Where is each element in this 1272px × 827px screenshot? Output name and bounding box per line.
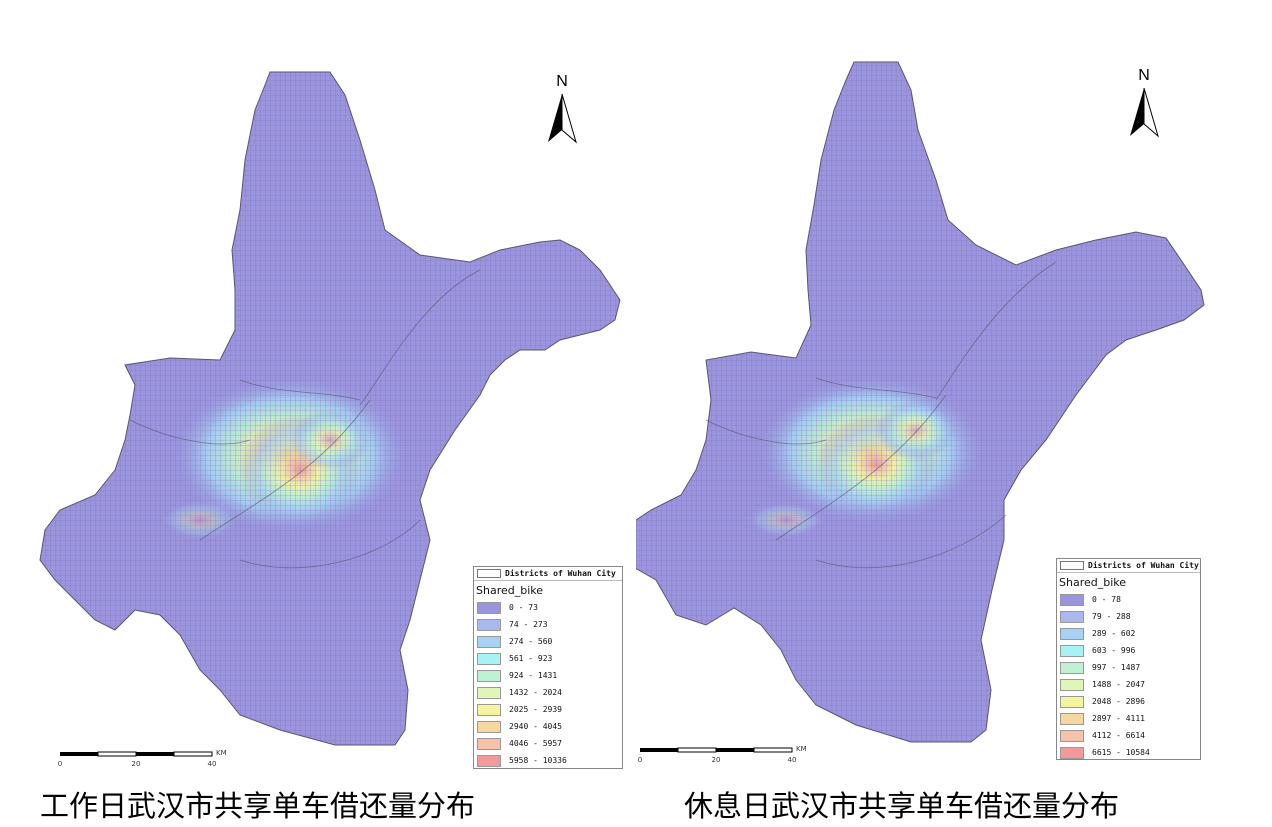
boundary-swatch bbox=[1060, 561, 1084, 570]
north-arrow-icon: N bbox=[1126, 66, 1162, 142]
legend-label: 289 - 602 bbox=[1092, 629, 1136, 638]
legend-label: 0 - 78 bbox=[1092, 595, 1121, 604]
legend-items: 0 - 73 74 - 273 274 - 560 561 - 923 924 - 14… bbox=[474, 599, 622, 769]
scale-tick-0: 0 bbox=[638, 756, 642, 764]
legend-boundary-row: Districts of Wuhan City bbox=[1057, 559, 1200, 573]
legend-label: 6615 - 10584 bbox=[1092, 748, 1150, 757]
legend-swatch bbox=[1060, 610, 1084, 623]
legend-item: 1432 - 2024 bbox=[474, 684, 622, 701]
legend-item: 74 - 273 bbox=[474, 616, 622, 633]
legend-label: 1432 - 2024 bbox=[509, 688, 562, 697]
legend-item: 603 - 996 bbox=[1057, 642, 1200, 659]
scale-tick-40: 40 bbox=[788, 756, 797, 764]
scale-tick-20: 20 bbox=[132, 760, 141, 768]
legend-label: 603 - 996 bbox=[1092, 646, 1136, 655]
legend-item: 4112 - 6614 bbox=[1057, 727, 1200, 744]
legend-item: 79 - 288 bbox=[1057, 608, 1200, 625]
boundary-swatch bbox=[477, 569, 501, 578]
legend-item: 997 - 1487 bbox=[1057, 659, 1200, 676]
legend-swatch bbox=[477, 601, 501, 614]
legend-items: 0 - 78 79 - 288 289 - 602 603 - 996 997 - 14… bbox=[1057, 591, 1200, 761]
legend-swatch bbox=[477, 618, 501, 631]
legend-swatch bbox=[1060, 593, 1084, 606]
legend-label: 561 - 923 bbox=[509, 654, 553, 663]
legend-item: 561 - 923 bbox=[474, 650, 622, 667]
legend-label: 1488 - 2047 bbox=[1092, 680, 1145, 689]
legend-swatch bbox=[477, 635, 501, 648]
scale-unit: KM bbox=[216, 749, 227, 757]
legend-swatch bbox=[1060, 627, 1084, 640]
legend-item: 924 - 1431 bbox=[474, 667, 622, 684]
north-arrow-icon: N bbox=[544, 72, 580, 148]
legend-swatch bbox=[477, 703, 501, 716]
weekend-map-panel: N 0 20 40 KM Districts of Wuhan City Sha… bbox=[636, 0, 1272, 827]
legend-item: 1488 - 2047 bbox=[1057, 676, 1200, 693]
legend-label: 74 - 273 bbox=[509, 620, 548, 629]
legend-swatch bbox=[477, 754, 501, 767]
legend-swatch bbox=[1060, 661, 1084, 674]
scale-bar: 0 20 40 KM bbox=[638, 744, 818, 774]
legend: Districts of Wuhan City Shared_bike 0 - … bbox=[1056, 558, 1201, 760]
legend-swatch bbox=[477, 669, 501, 682]
north-label: N bbox=[1138, 67, 1150, 84]
legend-item: 2940 - 4045 bbox=[474, 718, 622, 735]
legend-label: 4112 - 6614 bbox=[1092, 731, 1145, 740]
legend-label: 2940 - 4045 bbox=[509, 722, 562, 731]
legend-swatch bbox=[1060, 695, 1084, 708]
scale-unit: KM bbox=[796, 745, 807, 753]
scale-tick-0: 0 bbox=[58, 760, 62, 768]
legend-item: 5958 - 10336 bbox=[474, 752, 622, 769]
legend-swatch bbox=[1060, 644, 1084, 657]
boundary-label: Districts of Wuhan City bbox=[505, 569, 616, 578]
legend-label: 79 - 288 bbox=[1092, 612, 1131, 621]
weekday-caption: 工作日武汉市共享单车借还量分布 bbox=[40, 789, 476, 823]
legend-item: 6615 - 10584 bbox=[1057, 744, 1200, 761]
legend-label: 997 - 1487 bbox=[1092, 663, 1141, 672]
legend-label: 274 - 560 bbox=[509, 637, 553, 646]
legend-swatch bbox=[477, 652, 501, 665]
legend-item: 4046 - 5957 bbox=[474, 735, 622, 752]
weekend-caption: 休息日武汉市共享单车借还量分布 bbox=[684, 789, 1120, 823]
boundary-label: Districts of Wuhan City bbox=[1088, 561, 1199, 570]
legend-item: 0 - 78 bbox=[1057, 591, 1200, 608]
scale-bar: 0 20 40 KM bbox=[58, 748, 238, 778]
legend-item: 289 - 602 bbox=[1057, 625, 1200, 642]
north-label: N bbox=[556, 73, 568, 90]
legend-swatch bbox=[1060, 678, 1084, 691]
legend-label: 2048 - 2896 bbox=[1092, 697, 1145, 706]
legend-label: 0 - 73 bbox=[509, 603, 538, 612]
legend-label: 2025 - 2939 bbox=[509, 705, 562, 714]
legend-label: 2897 - 4111 bbox=[1092, 714, 1145, 723]
legend-boundary-row: Districts of Wuhan City bbox=[474, 567, 622, 581]
weekday-map-panel: N 0 20 40 KM Districts of Wuhan City Sha… bbox=[39, 71, 623, 823]
legend-field-title: Shared_bike bbox=[476, 584, 544, 597]
legend-item: 2897 - 4111 bbox=[1057, 710, 1200, 727]
legend-item: 274 - 560 bbox=[474, 633, 622, 650]
scale-tick-20: 20 bbox=[712, 756, 721, 764]
legend-swatch bbox=[477, 686, 501, 699]
legend-swatch bbox=[477, 720, 501, 733]
legend-item: 0 - 73 bbox=[474, 599, 622, 616]
legend-swatch bbox=[1060, 729, 1084, 742]
legend: Districts of Wuhan City Shared_bike 0 - … bbox=[473, 566, 623, 769]
legend-label: 4046 - 5957 bbox=[509, 739, 562, 748]
legend-field-title: Shared_bike bbox=[1059, 576, 1127, 589]
scale-tick-40: 40 bbox=[208, 760, 217, 768]
legend-swatch bbox=[1060, 712, 1084, 725]
legend-swatch bbox=[1060, 746, 1084, 759]
legend-label: 5958 - 10336 bbox=[509, 756, 567, 765]
legend-item: 2048 - 2896 bbox=[1057, 693, 1200, 710]
legend-label: 924 - 1431 bbox=[509, 671, 558, 680]
legend-swatch bbox=[477, 737, 501, 750]
legend-item: 2025 - 2939 bbox=[474, 701, 622, 718]
